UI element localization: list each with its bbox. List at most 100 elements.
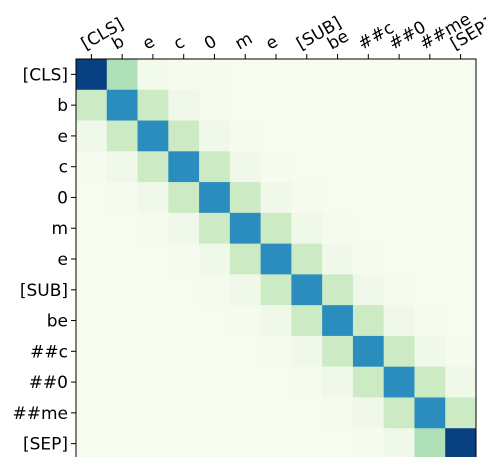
heatmap-cell bbox=[260, 59, 292, 91]
heatmap-cell bbox=[229, 366, 262, 398]
heatmap-cell bbox=[76, 89, 108, 122]
heatmap-cell bbox=[414, 335, 446, 368]
heatmap-cell bbox=[137, 212, 169, 245]
heatmap-cell bbox=[168, 397, 200, 429]
heatmap-cell bbox=[322, 274, 354, 306]
heatmap-cell bbox=[199, 428, 231, 457]
x-tick-label: e bbox=[263, 32, 282, 55]
heatmap-cell bbox=[260, 120, 292, 152]
heatmap-cell bbox=[322, 366, 354, 398]
heatmap-cell bbox=[76, 120, 108, 152]
heatmap-cell bbox=[106, 59, 139, 91]
heatmap-cell bbox=[383, 243, 415, 275]
heatmap-cell bbox=[445, 89, 477, 122]
heatmap-cell bbox=[229, 120, 262, 152]
heatmap-cell bbox=[76, 212, 108, 245]
heatmap-cell bbox=[168, 120, 200, 152]
heatmap-cell bbox=[137, 274, 169, 306]
heatmap-cell bbox=[445, 274, 477, 306]
heatmap-cell bbox=[76, 428, 108, 457]
heatmap-cell bbox=[322, 335, 354, 368]
heatmap-cell bbox=[383, 335, 415, 368]
y-tick-label: 0 bbox=[57, 188, 68, 208]
heatmap-cell bbox=[260, 335, 292, 368]
heatmap-cell bbox=[383, 428, 415, 457]
y-tick-label: be bbox=[47, 312, 68, 332]
heatmap-cell bbox=[414, 305, 446, 337]
heatmap-cell bbox=[76, 397, 108, 429]
heatmap-cell bbox=[76, 335, 108, 368]
heatmap-cell bbox=[352, 428, 385, 457]
y-tick-label: e bbox=[58, 250, 68, 270]
heatmap-cell bbox=[383, 59, 415, 91]
y-tick-label: b bbox=[57, 96, 68, 116]
heatmap-cell bbox=[168, 59, 200, 91]
heatmap-cell bbox=[414, 397, 446, 429]
heatmap-cell bbox=[106, 274, 139, 306]
heatmap-cell bbox=[322, 151, 354, 183]
heatmap-cell bbox=[352, 120, 385, 152]
heatmap-cell bbox=[229, 305, 262, 337]
heatmap-cell bbox=[106, 428, 139, 457]
heatmap-cell bbox=[168, 366, 200, 398]
heatmap-cell bbox=[106, 212, 139, 245]
heatmap-cell bbox=[199, 305, 231, 337]
heatmap-cell bbox=[168, 305, 200, 337]
heatmap-cell bbox=[352, 59, 385, 91]
heatmap-cell bbox=[229, 397, 262, 429]
heatmap-cell bbox=[322, 212, 354, 245]
heatmap-cell bbox=[414, 274, 446, 306]
heatmap-cell bbox=[260, 151, 292, 183]
heatmap-cell bbox=[414, 243, 446, 275]
heatmap-cell bbox=[199, 59, 231, 91]
heatmap-cell bbox=[414, 89, 446, 122]
heatmap-cell bbox=[414, 151, 446, 183]
heatmap-cell bbox=[445, 243, 477, 275]
heatmap-cell bbox=[199, 182, 231, 214]
heatmap-cell bbox=[137, 397, 169, 429]
heatmap-cell bbox=[291, 428, 323, 457]
heatmap-cell bbox=[76, 243, 108, 275]
heatmap-cell bbox=[445, 428, 477, 457]
heatmap-cell bbox=[229, 89, 262, 122]
x-tick-label: e bbox=[139, 32, 158, 55]
heatmap-cell bbox=[322, 59, 354, 91]
heatmap-cell bbox=[199, 274, 231, 306]
heatmap-cell bbox=[291, 182, 323, 214]
heatmap-cell bbox=[322, 243, 354, 275]
heatmap-cell bbox=[229, 335, 262, 368]
heatmap-cell bbox=[383, 151, 415, 183]
heatmap-cell bbox=[168, 243, 200, 275]
heatmap-cell bbox=[445, 305, 477, 337]
heatmap-cell bbox=[445, 151, 477, 183]
heatmap-cell bbox=[199, 89, 231, 122]
heatmap-cell bbox=[445, 335, 477, 368]
heatmap-cell bbox=[106, 151, 139, 183]
heatmap-cell bbox=[168, 428, 200, 457]
heatmap-cell bbox=[137, 428, 169, 457]
heatmap-cell bbox=[322, 428, 354, 457]
heatmap-cell bbox=[229, 428, 262, 457]
heatmap-cell bbox=[76, 274, 108, 306]
heatmap-cell bbox=[199, 366, 231, 398]
y-tick-label: [SEP] bbox=[23, 435, 68, 455]
heatmap-cell bbox=[291, 305, 323, 337]
heatmap-cell bbox=[199, 243, 231, 275]
heatmap-cell bbox=[291, 120, 323, 152]
heatmap-cell bbox=[76, 305, 108, 337]
heatmap-cell bbox=[229, 151, 262, 183]
heatmap-cell bbox=[106, 335, 139, 368]
x-tick-label: m bbox=[232, 29, 256, 55]
y-tick-label: [SUB] bbox=[20, 281, 68, 301]
heatmap-cell bbox=[168, 151, 200, 183]
heatmap-cell bbox=[291, 335, 323, 368]
heatmap-cell bbox=[352, 335, 385, 368]
heatmap-cell bbox=[383, 212, 415, 245]
heatmap-cell bbox=[352, 397, 385, 429]
heatmap-cell bbox=[137, 182, 169, 214]
heatmap-cell bbox=[352, 305, 385, 337]
heatmap-cell bbox=[137, 243, 169, 275]
y-tick-label: ##me bbox=[12, 404, 68, 424]
heatmap-cell bbox=[229, 274, 262, 306]
